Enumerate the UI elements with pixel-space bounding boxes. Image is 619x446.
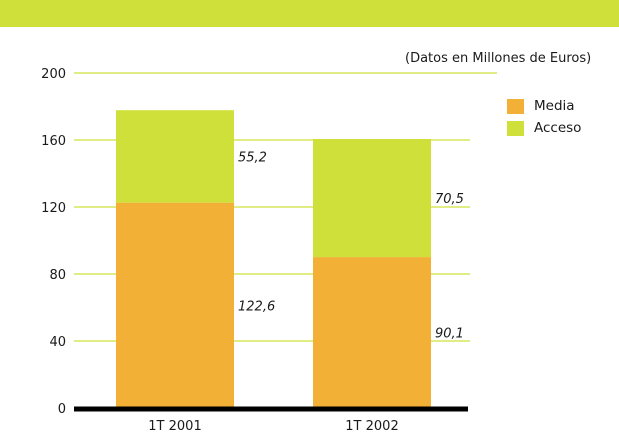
legend: Media Acceso [507,95,581,139]
x-tick-label-1: 1T 2001 [148,419,201,434]
y-tick-label-200: 200 [41,67,66,82]
bar-acceso-1 [116,110,234,203]
data-label-acceso-1: 55,2 [238,150,267,165]
data-label-media-2: 90,1 [435,327,464,342]
legend-swatch-acceso [507,120,524,136]
y-tick-label-40: 40 [49,335,66,350]
chart-subtitle: (Datos en Millones de Euros) [405,51,592,66]
bar-media-2 [313,257,431,408]
bar-acceso-2 [313,138,431,258]
legend-item-acceso: Acceso [507,117,581,139]
y-tick-label-80: 80 [49,268,66,283]
data-labels: 122,6 55,2 90,1 70,5 [238,150,464,341]
legend-label-media: Media [534,98,575,114]
y-tick-label-160: 160 [41,134,66,149]
y-tick-label-0: 0 [58,402,66,417]
legend-item-media: Media [507,95,581,117]
bars [116,110,431,408]
axes: 0 40 80 120 160 200 1T 2001 1T 2002 [41,67,468,434]
data-label-acceso-2: 70,5 [435,192,464,207]
legend-swatch-media [507,98,524,114]
data-label-media-1: 122,6 [238,299,275,314]
y-tick-label-120: 120 [41,201,66,216]
bar-media-1 [116,202,234,408]
top-accent-band [0,0,619,27]
x-tick-label-2: 1T 2002 [345,419,398,434]
legend-label-acceso: Acceso [534,120,582,136]
